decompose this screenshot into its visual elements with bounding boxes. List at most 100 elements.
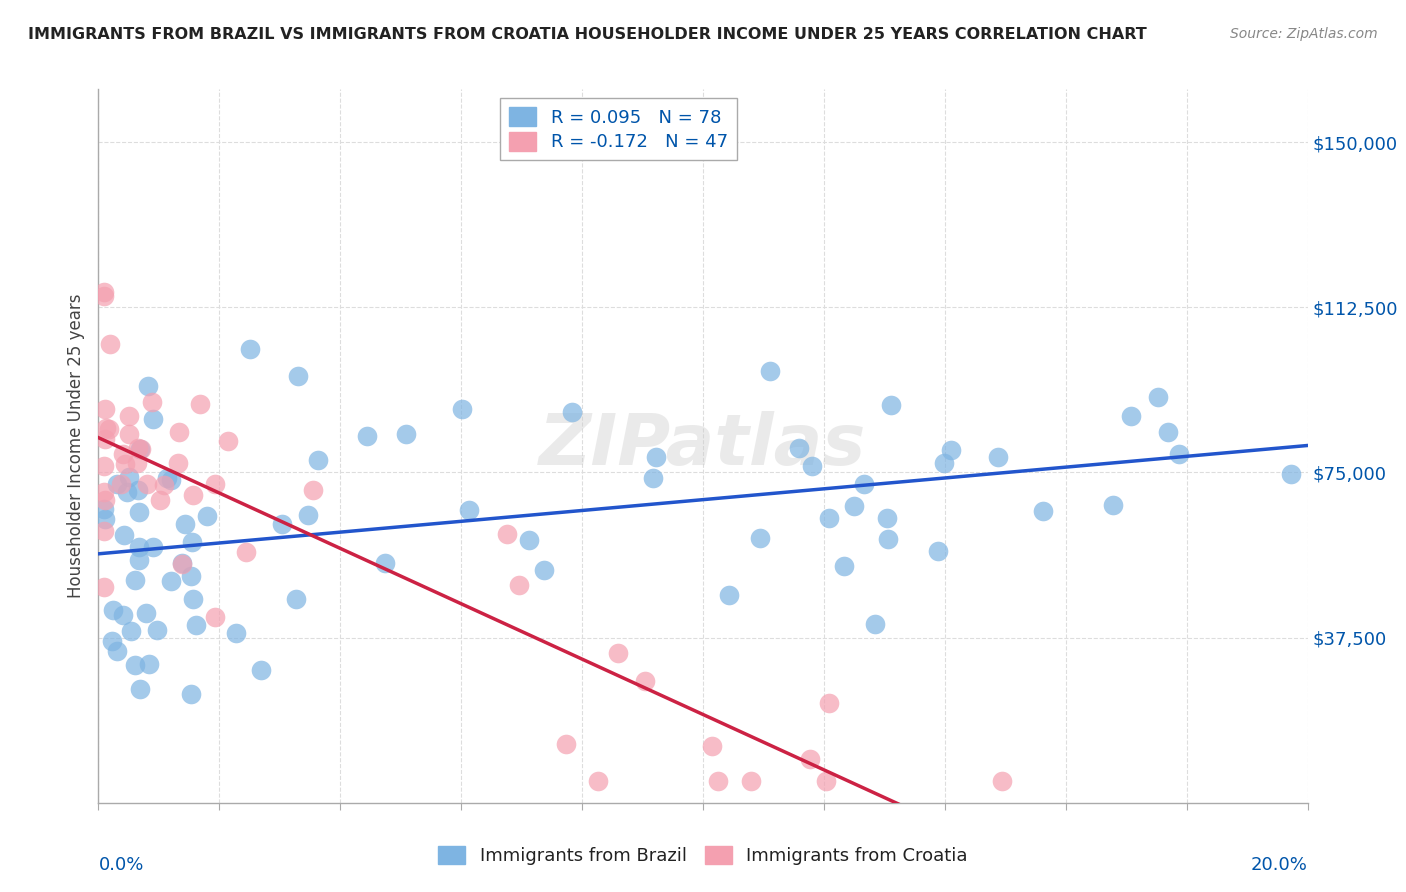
brazil <box>1121 409 1143 424</box>
croatia <box>93 402 115 417</box>
brazil <box>374 556 396 570</box>
brazil <box>159 574 181 588</box>
croatia <box>217 434 239 448</box>
brazil <box>124 658 146 673</box>
croatia <box>93 432 115 446</box>
brazil <box>863 617 886 632</box>
brazil <box>105 477 128 491</box>
Y-axis label: Householder Income Under 25 years: Householder Income Under 25 years <box>66 293 84 599</box>
brazil <box>842 500 865 514</box>
croatia <box>301 483 323 497</box>
croatia <box>129 442 152 456</box>
brazil <box>93 501 115 516</box>
brazil <box>876 510 898 524</box>
brazil <box>239 342 262 356</box>
brazil <box>517 533 540 548</box>
brazil <box>1032 504 1054 518</box>
brazil <box>787 441 810 455</box>
Legend: Immigrants from Brazil, Immigrants from Croatia: Immigrants from Brazil, Immigrants from … <box>429 837 977 874</box>
brazil <box>749 532 772 546</box>
brazil <box>1281 467 1303 481</box>
croatia <box>141 395 163 409</box>
brazil <box>138 657 160 671</box>
croatia <box>170 558 193 572</box>
brazil <box>142 540 165 554</box>
croatia <box>110 476 132 491</box>
brazil <box>879 398 901 412</box>
croatia <box>94 421 117 435</box>
croatia <box>98 337 121 351</box>
brazil <box>718 588 741 602</box>
croatia <box>93 285 115 299</box>
croatia <box>114 457 136 471</box>
croatia <box>814 773 837 788</box>
brazil <box>834 559 856 574</box>
brazil <box>195 508 218 523</box>
croatia <box>707 773 730 788</box>
brazil <box>142 412 165 426</box>
croatia <box>127 456 149 470</box>
croatia <box>127 442 149 456</box>
brazil <box>759 364 782 378</box>
croatia <box>799 752 821 766</box>
brazil <box>181 592 204 607</box>
brazil <box>172 556 194 570</box>
brazil <box>128 540 150 554</box>
Text: 0.0%: 0.0% <box>98 856 143 874</box>
croatia <box>607 646 630 660</box>
croatia <box>633 673 655 688</box>
brazil <box>156 471 179 485</box>
croatia <box>181 488 204 502</box>
brazil <box>225 626 247 640</box>
brazil <box>128 553 150 567</box>
brazil <box>112 528 135 542</box>
brazil <box>174 516 197 531</box>
croatia <box>93 458 115 473</box>
croatia <box>93 524 115 538</box>
croatia <box>93 484 115 499</box>
brazil <box>160 473 183 487</box>
croatia <box>167 425 190 439</box>
brazil <box>450 402 472 417</box>
brazil <box>118 469 141 483</box>
brazil <box>641 471 664 485</box>
croatia <box>149 493 172 508</box>
brazil <box>184 618 207 632</box>
croatia <box>93 289 115 303</box>
brazil <box>105 644 128 658</box>
brazil <box>94 512 117 526</box>
croatia <box>98 422 121 436</box>
croatia <box>93 580 115 594</box>
brazil <box>927 543 949 558</box>
croatia <box>508 578 530 592</box>
brazil <box>101 602 124 616</box>
croatia <box>136 477 159 491</box>
brazil <box>124 573 146 587</box>
brazil <box>395 426 418 441</box>
brazil <box>1102 498 1125 512</box>
croatia <box>190 397 212 411</box>
Text: 20.0%: 20.0% <box>1251 856 1308 874</box>
croatia <box>204 609 226 624</box>
croatia <box>818 696 841 710</box>
brazil <box>932 456 955 470</box>
croatia <box>118 426 141 441</box>
Text: Source: ZipAtlas.com: Source: ZipAtlas.com <box>1230 27 1378 41</box>
croatia <box>204 477 226 491</box>
brazil <box>128 505 150 519</box>
brazil <box>297 508 319 522</box>
brazil <box>644 450 666 465</box>
brazil <box>250 664 273 678</box>
brazil <box>145 623 167 637</box>
croatia <box>235 544 257 558</box>
brazil <box>939 443 962 458</box>
croatia <box>700 739 723 753</box>
brazil <box>128 682 150 697</box>
croatia <box>112 447 135 461</box>
brazil <box>458 502 481 516</box>
brazil <box>561 405 583 419</box>
brazil <box>136 379 159 393</box>
croatia <box>991 773 1014 788</box>
brazil <box>852 476 875 491</box>
brazil <box>180 687 202 701</box>
